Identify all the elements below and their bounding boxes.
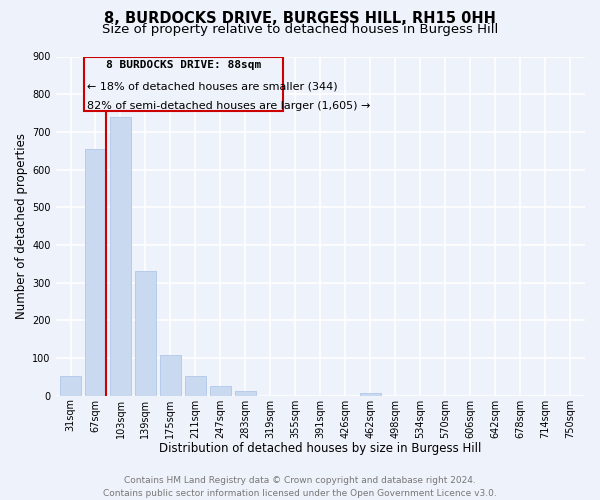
X-axis label: Distribution of detached houses by size in Burgess Hill: Distribution of detached houses by size … bbox=[159, 442, 481, 455]
Text: 8 BURDOCKS DRIVE: 88sqm: 8 BURDOCKS DRIVE: 88sqm bbox=[106, 60, 261, 70]
Text: Size of property relative to detached houses in Burgess Hill: Size of property relative to detached ho… bbox=[102, 22, 498, 36]
Bar bbox=[110, 117, 131, 396]
Text: 82% of semi-detached houses are larger (1,605) →: 82% of semi-detached houses are larger (… bbox=[87, 100, 371, 110]
Bar bbox=[85, 149, 106, 396]
Bar bbox=[185, 376, 206, 396]
Bar bbox=[60, 376, 81, 396]
Bar bbox=[210, 386, 231, 396]
Bar bbox=[235, 391, 256, 396]
Bar bbox=[135, 272, 156, 396]
Y-axis label: Number of detached properties: Number of detached properties bbox=[15, 133, 28, 319]
Bar bbox=[359, 392, 381, 396]
Text: ← 18% of detached houses are smaller (344): ← 18% of detached houses are smaller (34… bbox=[87, 82, 338, 92]
Text: Contains HM Land Registry data © Crown copyright and database right 2024.
Contai: Contains HM Land Registry data © Crown c… bbox=[103, 476, 497, 498]
FancyBboxPatch shape bbox=[84, 58, 283, 111]
Bar bbox=[160, 356, 181, 396]
Text: 8, BURDOCKS DRIVE, BURGESS HILL, RH15 0HH: 8, BURDOCKS DRIVE, BURGESS HILL, RH15 0H… bbox=[104, 11, 496, 26]
